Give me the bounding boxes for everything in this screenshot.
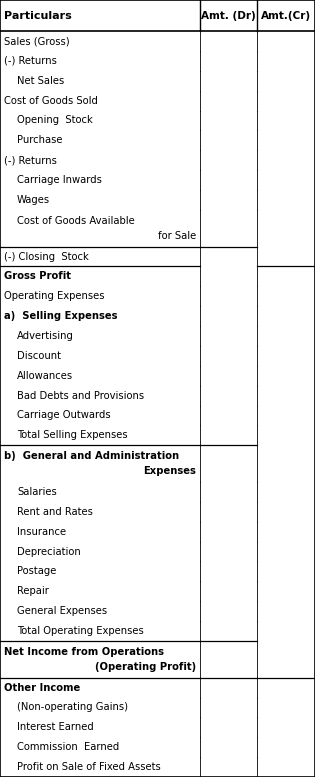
- Text: Sales (Gross): Sales (Gross): [4, 36, 69, 46]
- Text: b)  General and Administration: b) General and Administration: [4, 451, 179, 462]
- Text: Interest Earned: Interest Earned: [17, 723, 94, 733]
- Text: Gross Profit: Gross Profit: [4, 271, 71, 281]
- Text: Repair: Repair: [17, 587, 49, 596]
- Text: Purchase: Purchase: [17, 135, 62, 145]
- Text: Wages: Wages: [17, 195, 50, 205]
- Text: for Sale: for Sale: [158, 231, 196, 241]
- Text: Carriage Outwards: Carriage Outwards: [17, 410, 111, 420]
- Text: Discount: Discount: [17, 351, 61, 361]
- Text: Insurance: Insurance: [17, 527, 66, 537]
- Text: Other Income: Other Income: [4, 683, 80, 692]
- Text: Depreciation: Depreciation: [17, 546, 81, 556]
- Text: Amt. (Dr): Amt. (Dr): [201, 11, 256, 20]
- Text: (Non-operating Gains): (Non-operating Gains): [17, 702, 128, 713]
- Text: (-) Returns: (-) Returns: [4, 155, 57, 166]
- Text: Profit on Sale of Fixed Assets: Profit on Sale of Fixed Assets: [17, 762, 161, 772]
- Text: Operating Expenses: Operating Expenses: [4, 291, 104, 301]
- Text: Opening  Stock: Opening Stock: [17, 116, 93, 125]
- Text: Total Operating Expenses: Total Operating Expenses: [17, 626, 144, 636]
- Text: Postage: Postage: [17, 566, 56, 577]
- Text: Net Sales: Net Sales: [17, 75, 64, 85]
- Text: Cost of Goods Available: Cost of Goods Available: [17, 216, 135, 226]
- Text: Cost of Goods Sold: Cost of Goods Sold: [4, 96, 98, 106]
- Text: General Expenses: General Expenses: [17, 606, 107, 616]
- Text: Carriage Inwards: Carriage Inwards: [17, 175, 102, 185]
- Text: Allowances: Allowances: [17, 371, 73, 381]
- Text: a)  Selling Expenses: a) Selling Expenses: [4, 311, 117, 321]
- Text: Salaries: Salaries: [17, 487, 57, 497]
- Text: Expenses: Expenses: [143, 466, 196, 476]
- Text: Bad Debts and Provisions: Bad Debts and Provisions: [17, 391, 144, 401]
- Text: Advertising: Advertising: [17, 331, 74, 341]
- Text: Net Income from Operations: Net Income from Operations: [4, 647, 164, 657]
- Text: Particulars: Particulars: [4, 11, 72, 20]
- Text: Total Selling Expenses: Total Selling Expenses: [17, 430, 128, 441]
- Text: (-) Returns: (-) Returns: [4, 56, 57, 66]
- Text: (-) Closing  Stock: (-) Closing Stock: [4, 252, 89, 262]
- Text: Amt.(Cr): Amt.(Cr): [261, 11, 311, 20]
- Text: Commission  Earned: Commission Earned: [17, 742, 119, 752]
- Text: (Operating Profit): (Operating Profit): [95, 662, 196, 671]
- Text: Rent and Rates: Rent and Rates: [17, 507, 93, 517]
